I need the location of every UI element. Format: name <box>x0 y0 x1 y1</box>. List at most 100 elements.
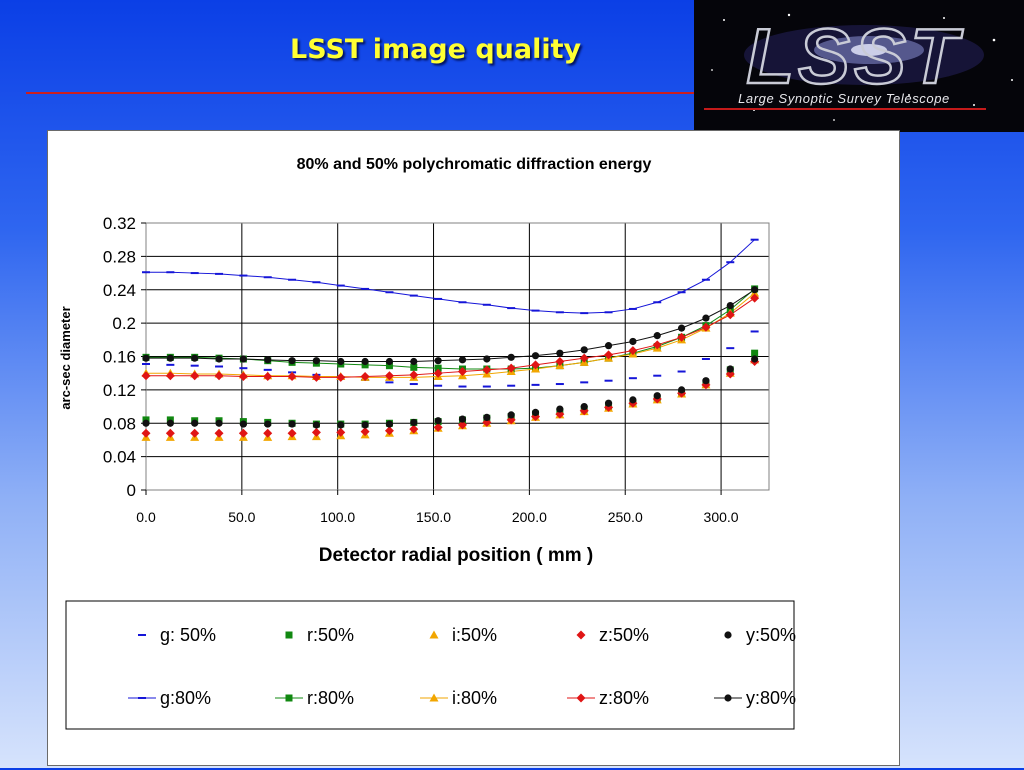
data-point-z-50 <box>384 426 394 436</box>
data-point-y-50 <box>653 392 661 400</box>
data-point-y-50 <box>629 396 637 404</box>
data-point-y-80 <box>751 286 759 294</box>
data-point-y-50 <box>385 420 394 428</box>
data-point-z-80 <box>190 371 200 381</box>
data-point-y-50 <box>507 411 515 419</box>
series-line-g-80 <box>146 239 755 314</box>
chart-title: 80% and 50% polychromatic diffraction en… <box>297 156 652 173</box>
data-point-y-80 <box>166 354 174 362</box>
data-point-y-50 <box>239 420 247 428</box>
legend-label-r-80: r:80% <box>307 688 354 708</box>
data-point-y-50 <box>288 420 296 428</box>
slide-title: LSST image quality <box>290 34 582 65</box>
x-axis-ticks: 0.0 50.0 100.0 150.0 200.0 250.0 300.0 <box>136 490 739 525</box>
data-point-z-50 <box>165 428 175 438</box>
legend-marker-i-80 <box>429 693 439 702</box>
data-point-y-80 <box>653 332 661 340</box>
x-tick-label: 100.0 <box>320 509 355 525</box>
logo-galaxy-core <box>851 44 887 56</box>
legend-label-z-80: z:80% <box>599 688 649 708</box>
legend-marker-r-50 <box>285 631 293 639</box>
x-tick-label: 200.0 <box>512 509 547 525</box>
data-point-z-80 <box>409 370 419 380</box>
legend-marker-i-50 <box>429 630 439 639</box>
data-point-r-50 <box>751 349 759 357</box>
data-point-z-80 <box>263 372 273 382</box>
data-point-y-50 <box>677 386 686 394</box>
chart-grid <box>146 222 769 490</box>
data-point-y-50 <box>215 419 223 427</box>
chart-panel: 80% and 50% polychromatic diffraction en… <box>47 130 900 766</box>
data-point-y-80 <box>458 356 467 364</box>
legend-items: g: 50% r:50% i:50% z:50% y:50% g:80% r:80% i:80… <box>128 625 796 708</box>
data-point-y-80 <box>434 357 442 365</box>
legend-label-z-50: z:50% <box>599 625 649 645</box>
data-point-z-80 <box>701 322 711 332</box>
data-point-y-50 <box>751 355 759 363</box>
data-point-y-50 <box>556 405 564 413</box>
data-point-r-80 <box>385 362 393 370</box>
data-point-z-80 <box>238 372 248 382</box>
data-point-y-50 <box>312 421 321 429</box>
data-point-r-80 <box>410 363 418 371</box>
data-point-z-80 <box>360 372 370 382</box>
data-point-z-80 <box>287 372 297 382</box>
data-point-y-50 <box>702 377 710 385</box>
logo-subtitle: Large Synoptic Survey Telescope <box>738 91 950 106</box>
legend-label-g-80: g:80% <box>160 688 211 708</box>
data-point-y-80 <box>337 357 345 366</box>
x-axis-label: Detector radial position ( mm ) <box>319 545 593 566</box>
y-tick-label: 0.12 <box>103 381 136 400</box>
legend-marker-r-80 <box>285 694 293 702</box>
y-tick-label: 0.2 <box>112 314 136 333</box>
x-tick-label: 50.0 <box>228 509 255 525</box>
legend-marker-y-50 <box>724 631 732 639</box>
data-point-y-50 <box>361 421 369 429</box>
data-point-y-50 <box>604 399 613 407</box>
data-point-z-80 <box>677 332 687 342</box>
data-point-z-80 <box>555 357 565 367</box>
data-point-z-80 <box>482 365 492 375</box>
data-point-z-50 <box>190 428 200 438</box>
data-point-z-50 <box>457 420 467 430</box>
data-point-z-80 <box>384 371 394 381</box>
data-point-y-50 <box>580 402 588 411</box>
data-point-z-50 <box>141 428 151 438</box>
data-point-y-50 <box>434 417 442 425</box>
data-point-z-80 <box>214 371 224 381</box>
data-point-z-80 <box>311 372 321 382</box>
legend-label-y-80: y:80% <box>746 688 796 708</box>
data-point-y-80 <box>361 357 369 366</box>
series-markers <box>141 238 760 441</box>
data-point-y-50 <box>264 420 272 428</box>
data-point-z-50 <box>287 428 297 438</box>
title-divider <box>26 92 698 94</box>
legend-marker-z-80 <box>576 693 586 703</box>
data-point-y-80 <box>531 352 540 360</box>
data-point-y-80 <box>385 357 394 366</box>
data-point-y-50 <box>726 365 734 373</box>
data-point-z-50 <box>336 427 346 437</box>
data-point-y-80 <box>726 302 734 310</box>
data-point-y-50 <box>191 419 199 427</box>
legend-label-i-50: i:50% <box>452 625 497 645</box>
data-point-y-80 <box>288 357 296 365</box>
data-point-z-80 <box>628 346 638 356</box>
data-point-y-50 <box>337 421 345 429</box>
data-point-y-50 <box>410 418 418 427</box>
data-point-z-80 <box>531 360 541 370</box>
data-point-z-80 <box>141 371 151 381</box>
data-point-z-50 <box>238 428 248 438</box>
data-point-z-80 <box>336 372 346 382</box>
data-point-y-80 <box>483 355 491 363</box>
y-tick-label: 0.08 <box>103 414 136 433</box>
data-point-z-50 <box>214 428 224 438</box>
data-point-z-50 <box>360 427 370 437</box>
data-point-y-80 <box>629 337 637 346</box>
y-tick-label: 0.32 <box>103 214 136 233</box>
data-point-y-80 <box>239 355 247 363</box>
data-point-z-50 <box>409 424 419 434</box>
data-point-z-80 <box>457 367 467 377</box>
data-point-y-80 <box>556 349 564 357</box>
logo-wordmark: LSST <box>746 12 964 100</box>
